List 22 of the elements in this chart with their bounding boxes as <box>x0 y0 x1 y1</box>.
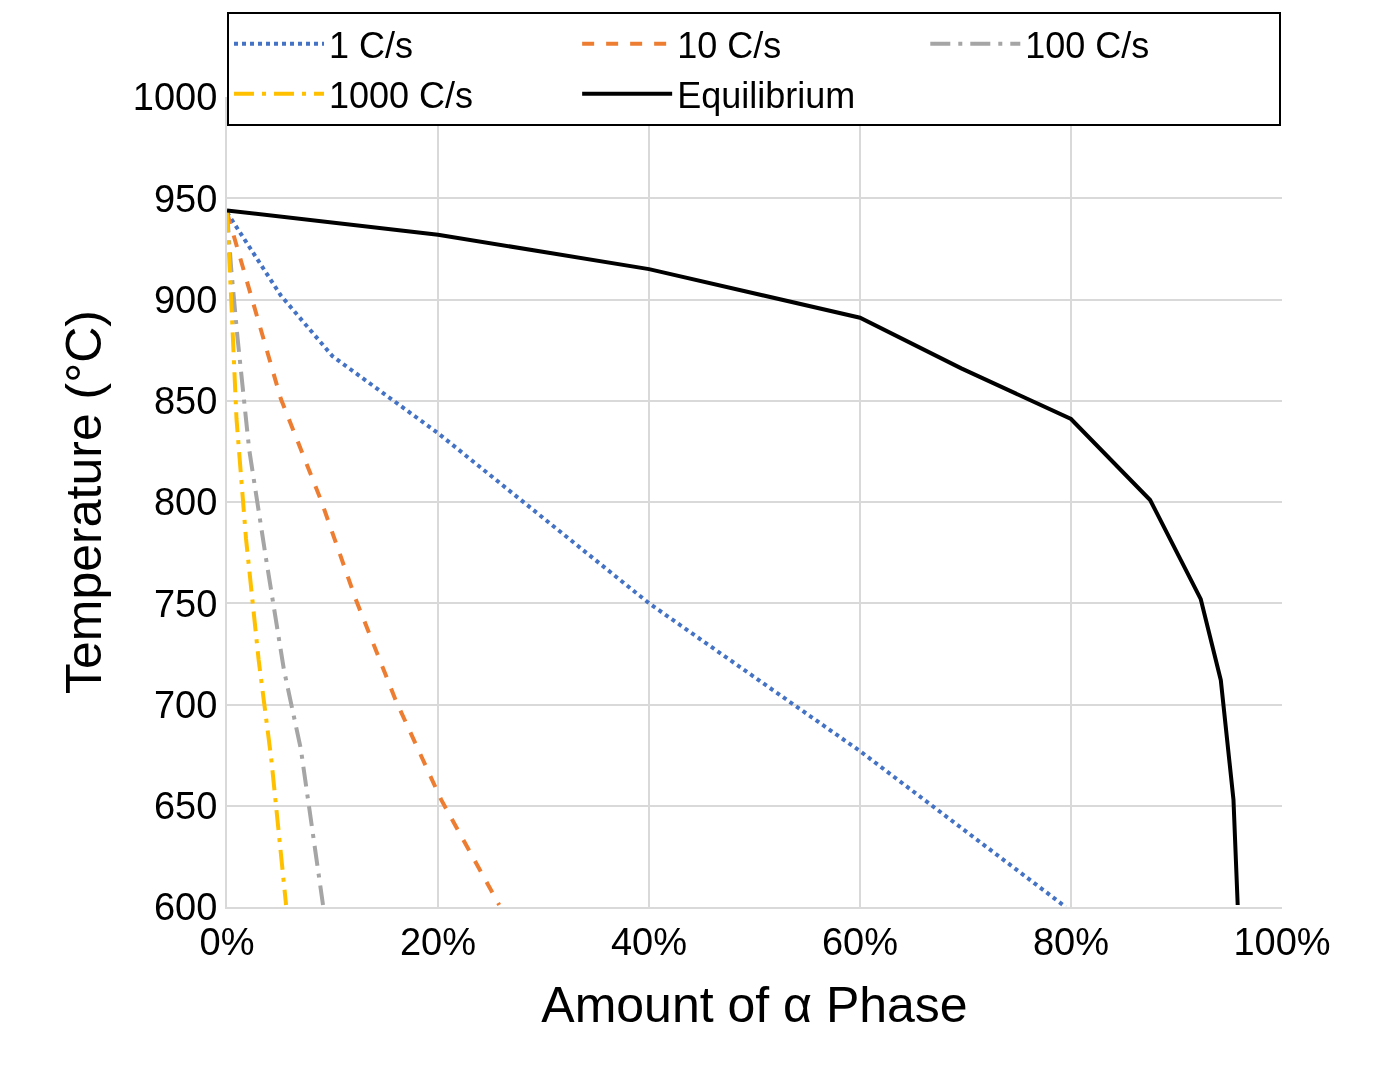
y-tick-label: 700 <box>153 683 218 726</box>
legend-label: Equilibrium <box>677 74 856 116</box>
x-tick-label: 80% <box>1032 920 1110 963</box>
x-tick-label: 40% <box>610 920 688 963</box>
y-tick-label: 650 <box>153 785 218 828</box>
line-series <box>227 208 1240 907</box>
x-tick-label: 100% <box>1233 920 1331 963</box>
y-tick-label: 850 <box>153 380 218 423</box>
x-tick-label: 60% <box>821 920 899 963</box>
y-tick-label: 800 <box>153 481 218 524</box>
y-tick-label: 900 <box>153 278 218 321</box>
legend-label: 100 C/s <box>1025 24 1150 66</box>
y-tick-label: 1000 <box>132 76 218 119</box>
x-axis-title: Amount of α Phase <box>541 976 968 1033</box>
y-axis-title: Temperature (°C) <box>56 310 113 694</box>
y-tick-label: 750 <box>153 582 218 625</box>
y-tick-label: 950 <box>153 177 218 220</box>
legend-label: 1000 C/s <box>329 74 474 116</box>
line-series <box>227 210 289 907</box>
legend-label: 1 C/s <box>329 24 414 66</box>
x-tick-label: 20% <box>399 920 477 963</box>
legend-label: 10 C/s <box>677 24 782 66</box>
